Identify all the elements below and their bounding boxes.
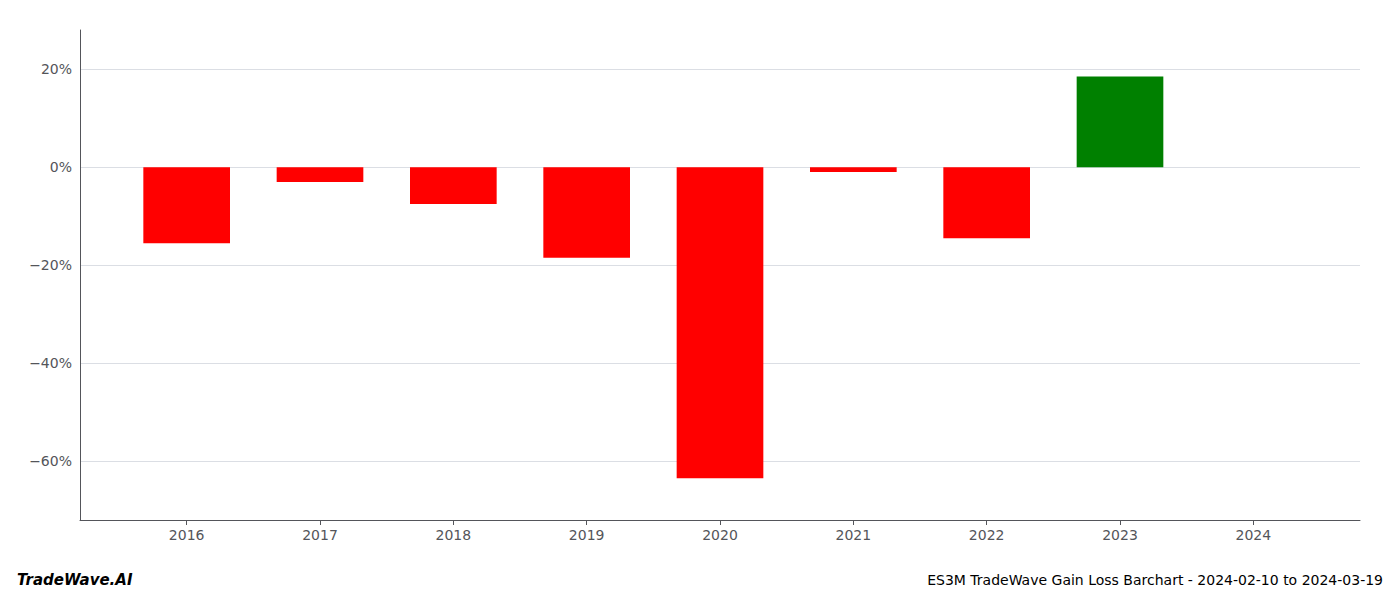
svg-text:2020: 2020	[702, 527, 738, 543]
svg-text:−60%: −60%	[29, 453, 72, 469]
svg-text:2023: 2023	[1102, 527, 1138, 543]
svg-text:2021: 2021	[836, 527, 872, 543]
svg-text:2019: 2019	[569, 527, 605, 543]
svg-text:2017: 2017	[302, 527, 338, 543]
svg-text:2024: 2024	[1236, 527, 1272, 543]
svg-text:2018: 2018	[436, 527, 472, 543]
svg-text:ES3M TradeWave Gain Loss Barch: ES3M TradeWave Gain Loss Barchart - 2024…	[927, 572, 1383, 588]
svg-text:−40%: −40%	[29, 355, 72, 371]
svg-text:0%: 0%	[50, 159, 72, 175]
svg-text:TradeWave.AI: TradeWave.AI	[17, 571, 133, 589]
svg-text:2016: 2016	[169, 527, 205, 543]
svg-text:20%: 20%	[41, 61, 72, 77]
svg-text:−20%: −20%	[29, 257, 72, 273]
svg-text:2022: 2022	[969, 527, 1005, 543]
